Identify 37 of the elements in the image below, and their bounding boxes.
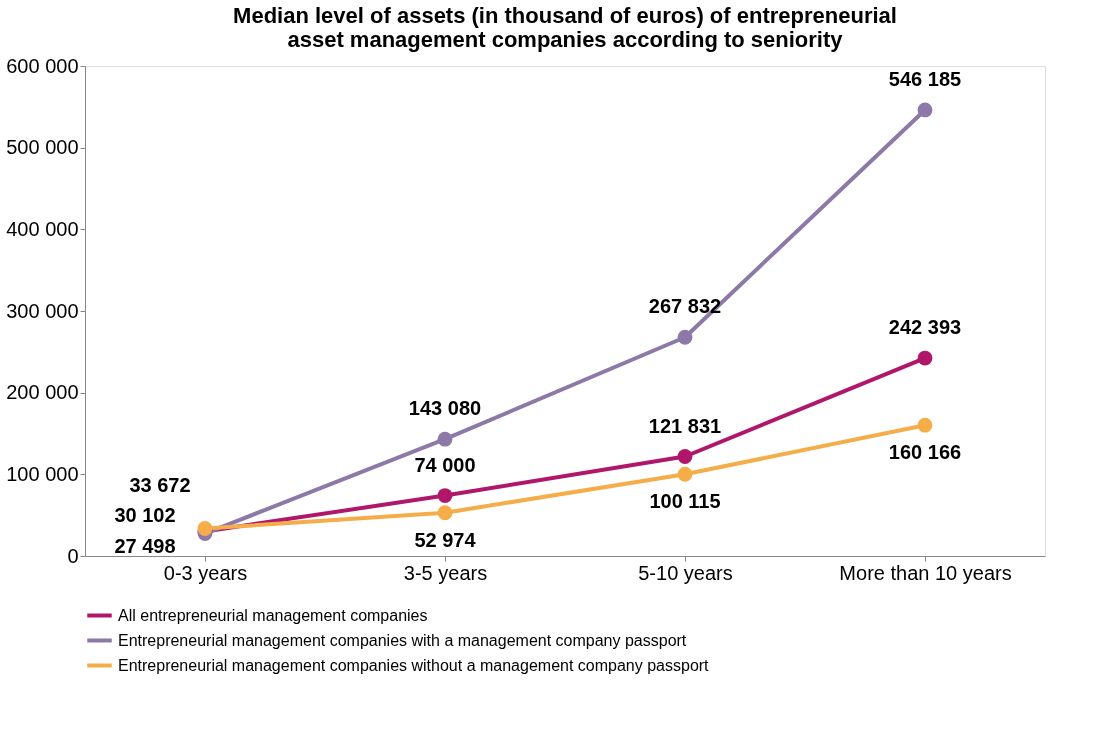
data-label: 100 115 [649,490,721,513]
x-tick-label: 3-5 years [403,561,488,584]
point [917,350,933,366]
point [677,466,693,482]
y-tick-label: 400 000 [6,217,79,240]
text: Median level of assets (in thousand of euros) of entrepreneurial [233,3,897,28]
x-tick-label: 0-3 years [163,561,248,584]
data-label: 546 185 [888,67,962,90]
data-label: 143 080 [408,397,482,420]
text: asset management companies according to seniority [287,27,843,52]
data-label: 242 393 [888,316,962,339]
y-tick-label: 600 000 [6,54,79,77]
y-tick-label: 300 000 [6,299,79,322]
point [437,431,453,447]
legend-label: Entrepreneurial management companies without a management company passport [118,656,710,674]
data-label: 27 498 [114,534,176,557]
x-tick-label: More than 10 years [839,561,1012,584]
point [437,488,453,503]
point [917,417,933,433]
y-tick-label: 100 000 [6,462,79,485]
point [917,102,933,118]
data-label: 52 974 [414,528,477,551]
legend-label: Entrepreneurial management companies with a management company passport [118,631,687,649]
data-label: 30 102 [114,504,176,527]
x-tick-label: 5-10 years [638,561,733,584]
point [677,449,693,464]
point [437,505,453,521]
data-label: 33 672 [129,473,191,496]
y-tick-label: 0 [67,544,79,567]
data-label: 121 831 [648,414,722,437]
data-label: 267 832 [648,295,722,318]
data-label: 160 166 [888,441,962,464]
y-tick-label: 200 000 [6,381,79,404]
legend-label: All entrepreneurial management companies [118,606,428,624]
y-tick-label: 500 000 [6,136,79,159]
data-label: 74 000 [414,453,476,476]
point [677,329,693,345]
